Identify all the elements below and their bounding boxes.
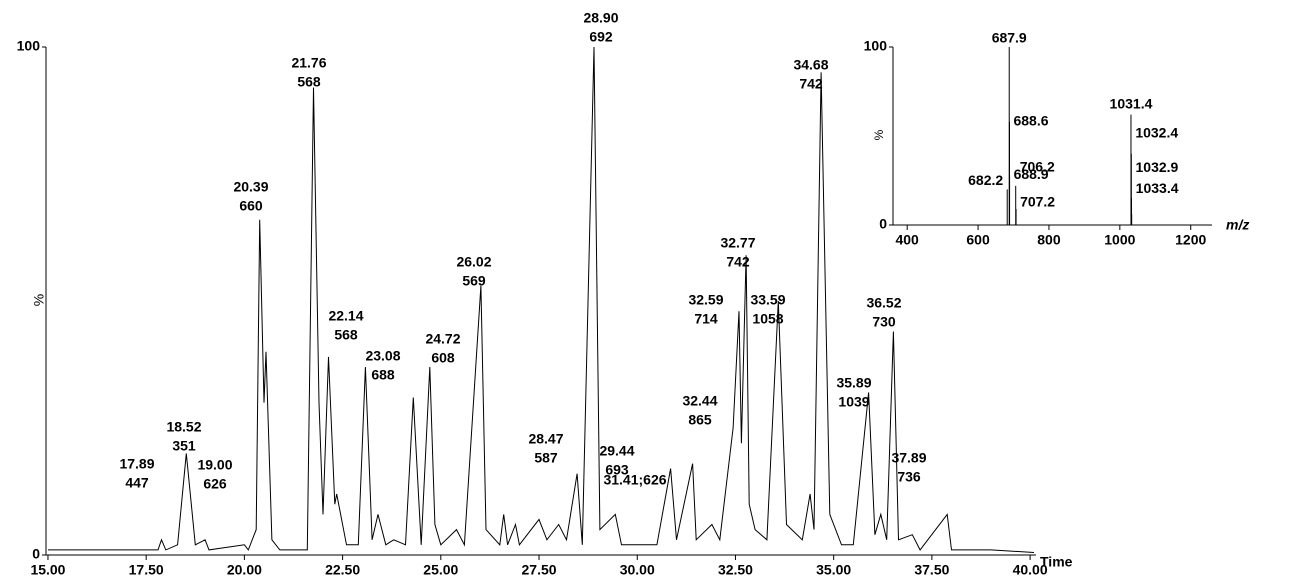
peak-label: 28.90 (583, 10, 618, 26)
inset-y-axis-label: % (872, 129, 886, 140)
stick-label: 688.9 (1014, 166, 1049, 182)
trace (48, 46, 1035, 553)
peak-label: 692 (589, 29, 613, 45)
x-tick-label: 22.50 (325, 562, 360, 578)
peak-label: 626 (203, 476, 227, 492)
stick-label: 1032.4 (1135, 125, 1178, 141)
peak-label: 29.44 (599, 443, 634, 459)
peak-label: 32.44 (682, 393, 717, 409)
peak-label: 18.52 (166, 419, 201, 435)
x-tick-label: 40.00 (1013, 562, 1048, 578)
peak-label: 34.68 (793, 57, 828, 73)
y-tick-label: 100 (864, 38, 888, 54)
peak-label: 24.72 (425, 331, 460, 347)
peak-label: 447 (125, 475, 149, 491)
stick-label: 1031.4 (1110, 95, 1153, 111)
x-tick-label: 27.50 (522, 562, 557, 578)
stick-label: 682.2 (968, 172, 1003, 188)
peak-label: 569 (462, 273, 486, 289)
peak-label: 742 (799, 76, 823, 92)
peak-label: 714 (694, 311, 718, 327)
x-tick-label: 1000 (1104, 232, 1135, 248)
stick-label: 688.6 (1013, 112, 1048, 128)
peak-label: 568 (297, 74, 321, 90)
peak-label: 865 (688, 412, 712, 428)
y-tick-label: 0 (32, 546, 40, 562)
peak-label: 37.89 (891, 450, 926, 466)
peak-label: 22.14 (328, 308, 363, 324)
peak-label: 1058 (752, 311, 783, 327)
peak-label: 742 (726, 254, 750, 270)
stick-label: 1032.9 (1136, 159, 1179, 175)
x-tick-label: 32.50 (718, 562, 753, 578)
peak-label: 21.76 (291, 55, 326, 71)
peak-label: 31.41;626 (603, 472, 666, 488)
x-tick-label: 37.50 (914, 562, 949, 578)
peak-label: 26.02 (456, 254, 491, 270)
peak-label: 17.89 (119, 456, 154, 472)
peak-label: 568 (334, 327, 358, 343)
peak-label: 35.89 (836, 375, 871, 391)
peak-label: 660 (239, 198, 263, 214)
peak-label: 20.39 (233, 179, 268, 195)
stick-label: 707.2 (1020, 194, 1055, 210)
peak-label: 32.77 (720, 235, 755, 251)
stick-label: 706.2 (1020, 159, 1055, 175)
peak-label: 1039 (838, 394, 869, 410)
peak-label: 351 (172, 438, 196, 454)
x-tick-label: 15.00 (30, 562, 65, 578)
peak-label: 736 (897, 469, 921, 485)
peak-label: 23.08 (365, 348, 400, 364)
y-tick-label: 0 (879, 216, 887, 232)
inset-x-axis-label: m/z (1226, 217, 1249, 233)
peak-label: 36.52 (866, 295, 901, 311)
peak-label: 587 (534, 450, 558, 466)
stick-label: 1033.4 (1136, 180, 1179, 196)
x-tick-label: 17.50 (129, 562, 164, 578)
x-tick-label: 25.00 (423, 562, 458, 578)
peak-label: 19.00 (197, 457, 232, 473)
x-tick-label: 30.00 (620, 562, 655, 578)
peak-label: 693 (605, 462, 629, 478)
x-axis-label: Time (1040, 554, 1073, 570)
peak-label: 33.59 (750, 292, 785, 308)
y-tick-label: 100 (17, 38, 41, 54)
x-tick-label: 35.00 (816, 562, 851, 578)
x-tick-label: 1200 (1175, 232, 1206, 248)
peak-label: 32.59 (688, 292, 723, 308)
y-axis-label: % (31, 294, 47, 306)
peak-label: 688 (371, 367, 395, 383)
x-tick-label: 400 (895, 232, 919, 248)
x-tick-label: 600 (966, 232, 990, 248)
peak-label: 608 (431, 350, 455, 366)
x-tick-label: 800 (1037, 232, 1061, 248)
stick-label: 687.9 (992, 30, 1027, 46)
x-tick-label: 20.00 (227, 562, 262, 578)
peak-label: 730 (872, 314, 896, 330)
peak-label: 28.47 (528, 431, 563, 447)
